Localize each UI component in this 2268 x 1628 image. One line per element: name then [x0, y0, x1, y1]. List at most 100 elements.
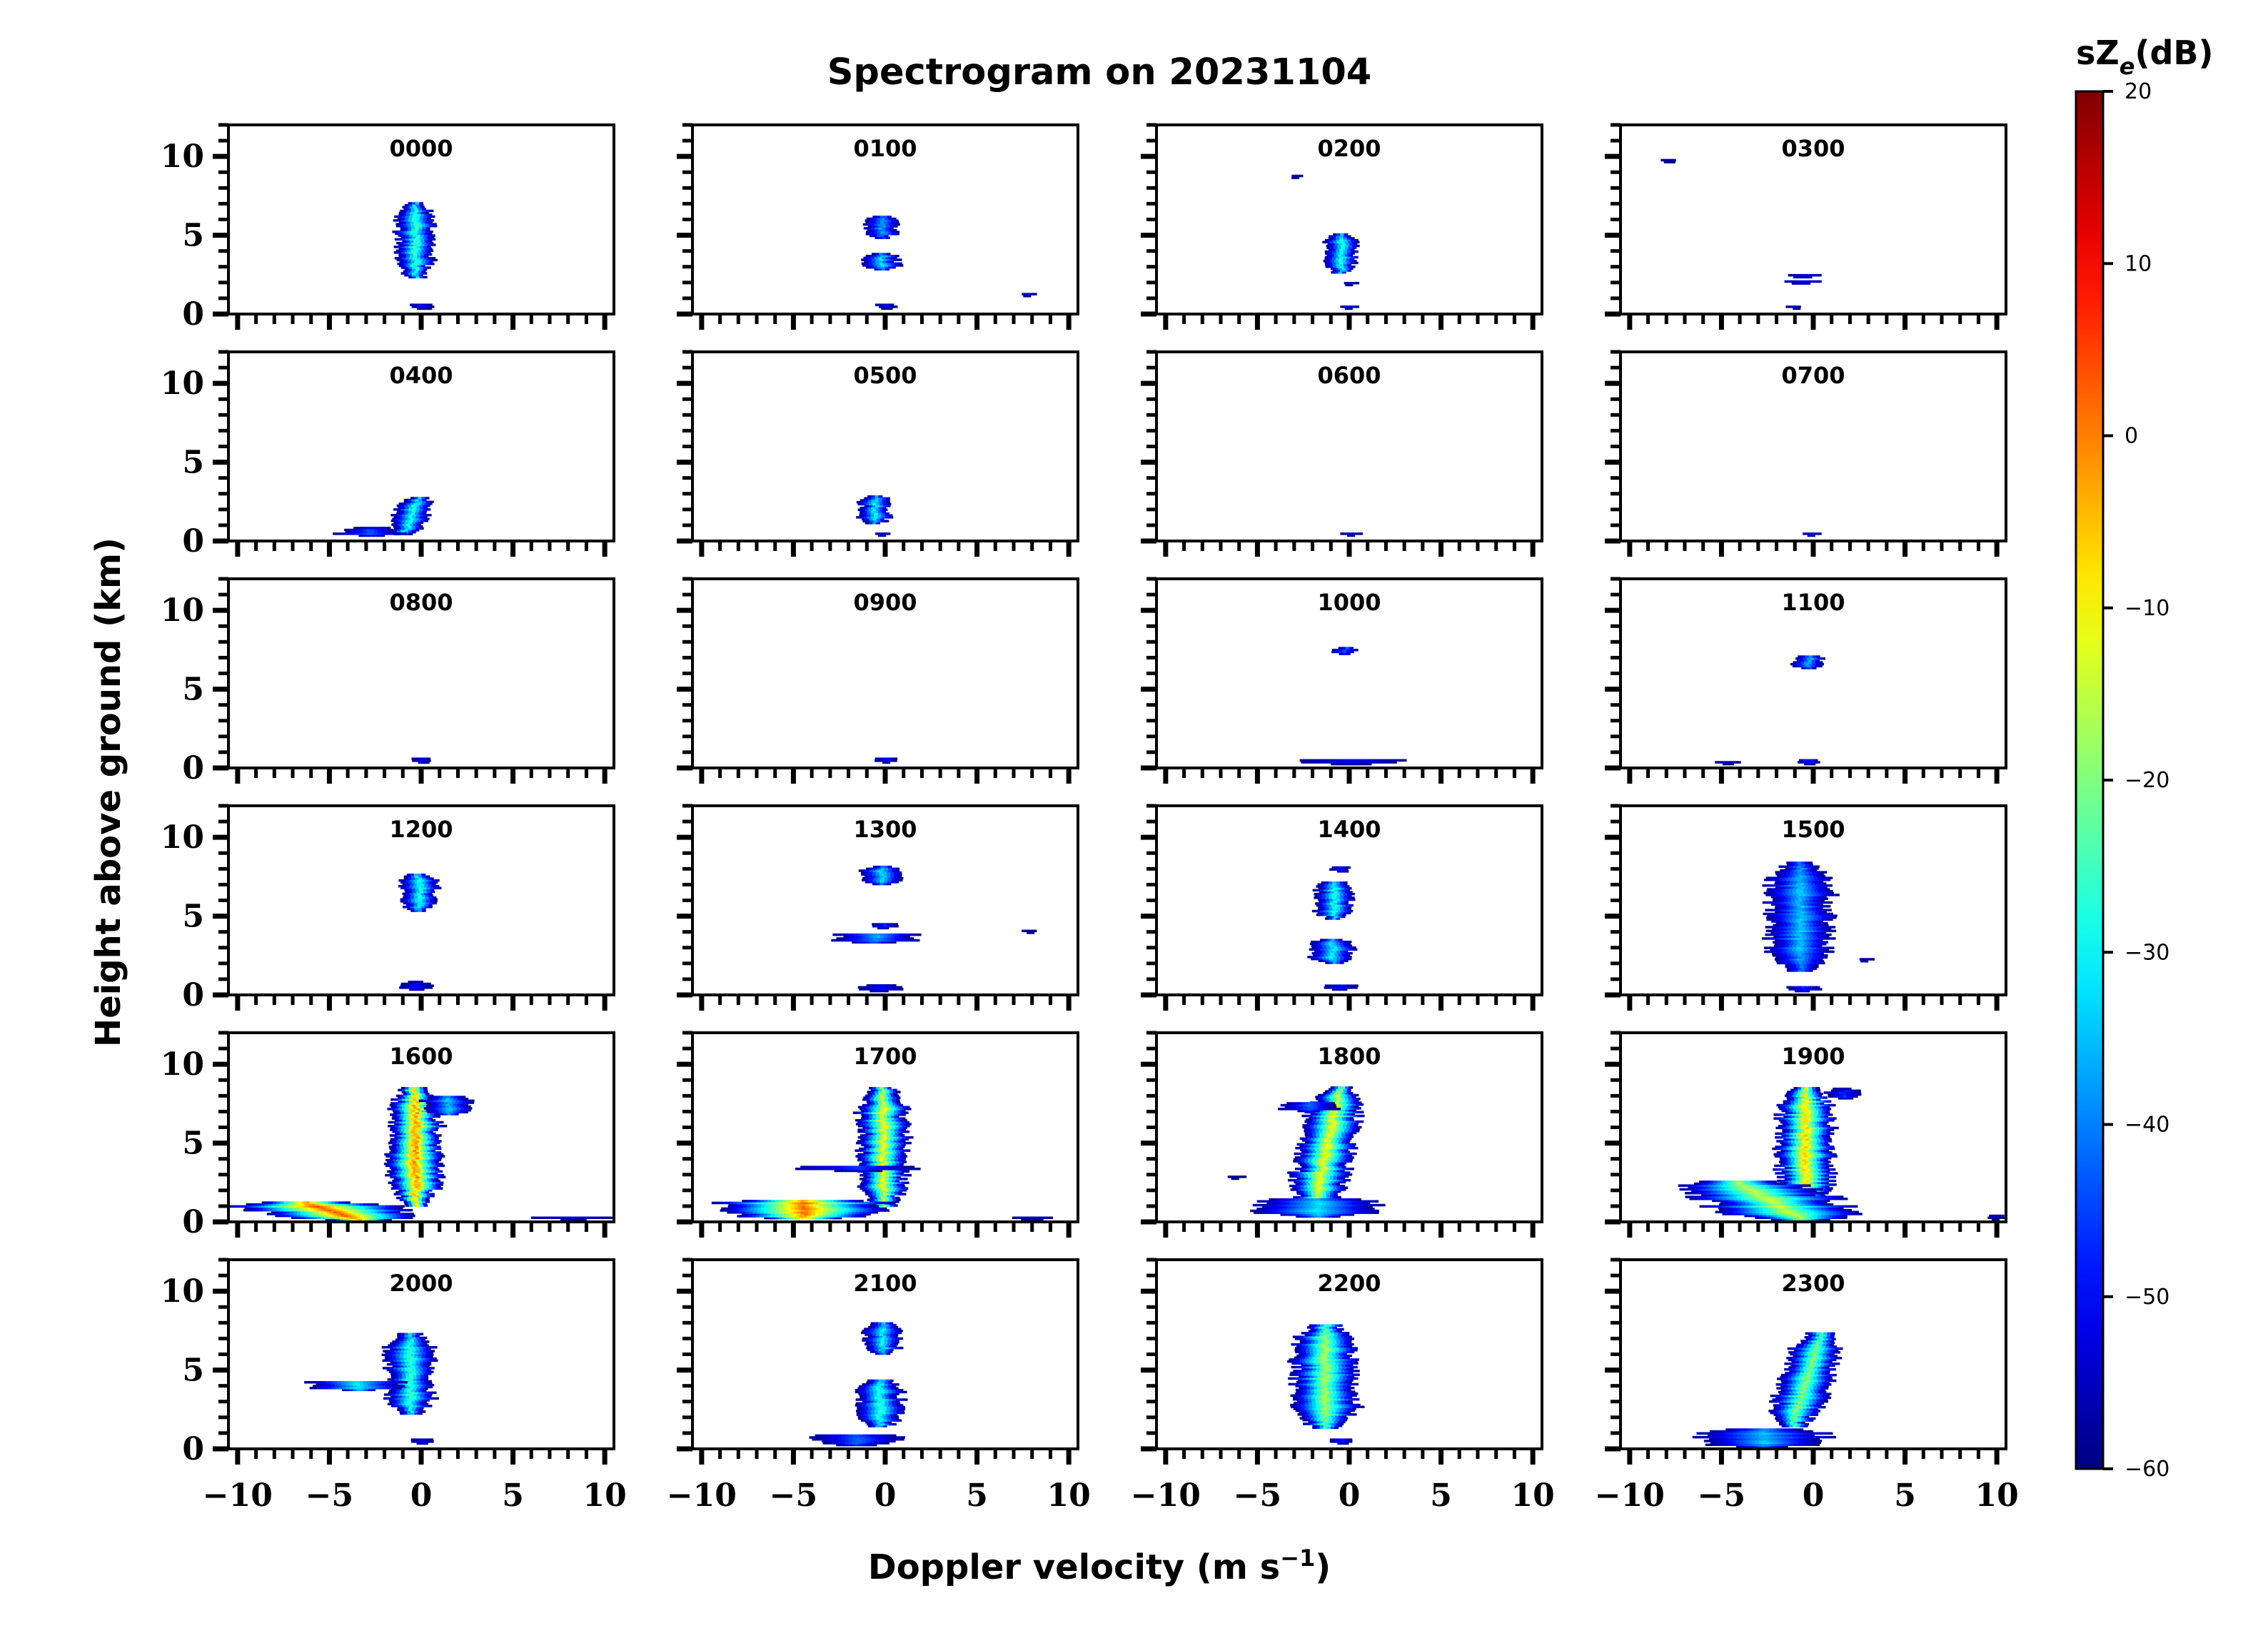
echo-cell — [1784, 961, 1788, 965]
echo-cell — [346, 1201, 351, 1204]
echo-cell — [425, 209, 430, 213]
echo-cell — [1780, 924, 1785, 927]
echo-cell — [408, 1166, 413, 1169]
echo-cell — [1808, 952, 1813, 955]
echo-cell — [417, 303, 422, 306]
echo-cell — [1336, 256, 1341, 259]
echo-cell — [1324, 256, 1329, 259]
echo-cell — [330, 1203, 335, 1206]
echo-cell — [405, 1183, 410, 1186]
echo-cell — [1816, 662, 1820, 666]
echo-cell — [418, 898, 423, 901]
echo-cell — [1351, 898, 1356, 901]
echo-cell — [418, 273, 423, 277]
echo-cell — [412, 275, 417, 279]
echo-cell — [413, 988, 418, 991]
echo-cell — [400, 1205, 405, 1208]
echo-cell — [1813, 874, 1818, 878]
echo-cell — [1351, 759, 1356, 762]
echo-cell — [894, 923, 898, 926]
echo-cell — [1800, 912, 1804, 916]
echo-cell — [415, 757, 420, 760]
echo-cell — [1350, 261, 1355, 265]
echo-cell — [886, 497, 890, 500]
echo-cell — [1795, 918, 1800, 921]
echo-cell — [428, 1115, 433, 1118]
echo-cell — [396, 1205, 401, 1208]
echo-cell — [869, 233, 874, 236]
echo-cell — [1391, 759, 1396, 762]
echo-cell — [420, 890, 424, 894]
echo-cell — [1791, 280, 1796, 283]
echo-cell — [1776, 926, 1781, 929]
echo-cell — [904, 939, 909, 942]
echo-cell — [1355, 305, 1359, 308]
echo-cell — [1790, 899, 1795, 902]
echo-cell — [1810, 759, 1815, 762]
echo-cell — [861, 502, 866, 506]
echo-cell — [1815, 891, 1820, 895]
echo-cell — [1785, 964, 1790, 966]
echo-cell — [392, 1115, 397, 1118]
echo-cell — [1816, 909, 1821, 911]
echo-cell — [1765, 937, 1770, 940]
echo-cell — [838, 939, 843, 942]
echo-cell — [1784, 280, 1789, 283]
echo-cell — [1789, 958, 1794, 961]
echo-cell — [432, 1181, 437, 1184]
echo-cell — [410, 249, 415, 252]
echo-region — [1803, 532, 1822, 537]
echo-cell — [1790, 967, 1795, 971]
echo-cell — [1338, 647, 1343, 649]
echo-cell — [887, 233, 892, 236]
echo-cell — [855, 933, 860, 936]
echo-cell — [1775, 886, 1780, 889]
y-axis-label: Height above ground (km) — [89, 537, 128, 1047]
echo-cell — [273, 1201, 278, 1204]
echo-cell — [400, 1195, 405, 1198]
echo-cell — [1350, 649, 1355, 652]
echo-cell — [417, 255, 422, 258]
echo-cell — [1819, 905, 1824, 908]
echo-cell — [1831, 937, 1836, 940]
echo-cell — [1814, 916, 1818, 919]
echo-cell — [420, 232, 425, 236]
echo-cell — [878, 227, 883, 230]
echo-cell — [352, 1210, 356, 1213]
echo-cell — [1801, 667, 1806, 669]
echo-cell — [404, 525, 408, 528]
echo-cell — [454, 1113, 459, 1116]
echo-cell — [399, 986, 403, 989]
echo-cell — [433, 1155, 438, 1158]
echo-cell — [416, 1100, 421, 1103]
echo-cell — [880, 935, 884, 938]
echo-cell — [1823, 905, 1828, 908]
echo-cell — [1785, 888, 1790, 891]
echo-cell — [413, 1108, 418, 1111]
echo-cell — [405, 234, 410, 237]
echo-cell — [408, 890, 413, 894]
echo-cell — [405, 515, 409, 519]
echo-cell — [409, 238, 414, 241]
echo-cell — [1344, 959, 1349, 962]
echo-cell — [878, 499, 883, 502]
echo-cell — [1324, 258, 1329, 261]
echo-cell — [428, 1125, 433, 1128]
echo-cell — [423, 1161, 428, 1163]
echo-cell — [1318, 941, 1323, 944]
echo-cell — [398, 211, 403, 214]
echo-cell — [1822, 895, 1827, 899]
echo-cell — [1799, 889, 1804, 893]
echo-cell — [410, 221, 415, 224]
echo-cell — [399, 1198, 404, 1201]
echo-cell — [1820, 929, 1825, 933]
echo-cell — [884, 926, 889, 930]
echo-cell — [414, 225, 419, 228]
echo-cell — [429, 1130, 433, 1133]
echo-cell — [448, 1105, 453, 1108]
echo-cell — [389, 1205, 394, 1208]
echo-cell — [879, 305, 883, 308]
echo-cell — [342, 1201, 347, 1204]
echo-cell — [426, 982, 431, 986]
echo-cell — [283, 1203, 287, 1206]
